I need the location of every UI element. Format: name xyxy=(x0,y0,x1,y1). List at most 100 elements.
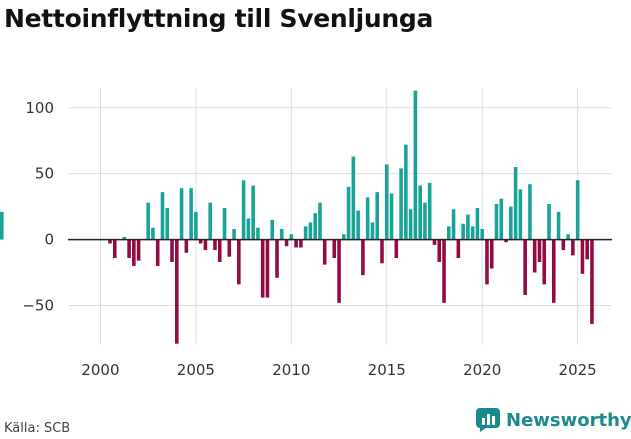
bar xyxy=(432,239,437,245)
bar xyxy=(528,184,532,240)
bar xyxy=(284,239,289,247)
bar xyxy=(480,229,484,240)
bar xyxy=(442,239,446,303)
bar xyxy=(580,239,585,274)
source-note: Källa: SCB xyxy=(4,421,71,436)
bar xyxy=(470,226,475,240)
y-tick-label: 100 xyxy=(25,99,54,117)
bar-chart: 100 50 0 −50 2000 2005 2010 2015 2020 2025 xyxy=(0,88,612,379)
bar xyxy=(165,207,170,240)
bar xyxy=(423,202,427,240)
bar xyxy=(399,168,403,240)
bar xyxy=(532,239,537,273)
bar xyxy=(303,226,308,240)
bar xyxy=(437,239,442,262)
bar xyxy=(566,234,570,240)
bar xyxy=(198,239,203,244)
bar xyxy=(466,214,470,240)
bar xyxy=(108,239,112,244)
bar xyxy=(451,209,456,240)
bar xyxy=(217,239,222,262)
bar xyxy=(404,144,408,240)
bar xyxy=(313,213,317,240)
bar xyxy=(575,180,580,240)
bar xyxy=(356,210,360,240)
bar xyxy=(213,239,217,251)
bar xyxy=(590,239,594,324)
bar xyxy=(132,239,136,266)
bar xyxy=(237,239,241,285)
bar xyxy=(246,218,251,240)
bar xyxy=(189,188,193,240)
bar xyxy=(523,239,527,295)
bar xyxy=(208,202,212,240)
y-tick-label: 50 xyxy=(35,165,54,183)
bar xyxy=(504,239,508,243)
bar xyxy=(122,236,127,240)
bar xyxy=(389,193,394,240)
bar xyxy=(227,239,232,257)
bar xyxy=(547,203,551,240)
x-tick-label: 2010 xyxy=(272,361,310,379)
bar xyxy=(299,239,303,248)
bar xyxy=(294,239,298,248)
bar xyxy=(322,239,327,265)
brand-name: Newsworthy xyxy=(506,409,631,431)
brand-logo: Newsworthy xyxy=(476,408,631,432)
bar xyxy=(332,239,337,259)
bar xyxy=(203,239,208,251)
y-tick-label: 0 xyxy=(44,231,54,249)
chart-title: Nettoinflyttning till Svenljunga xyxy=(4,4,434,33)
bar xyxy=(361,239,365,276)
bar xyxy=(0,211,4,240)
bar xyxy=(427,182,432,240)
bar xyxy=(585,239,589,260)
bar xyxy=(155,239,160,266)
x-tick-label: 2015 xyxy=(368,361,406,379)
bar xyxy=(170,239,174,262)
bar xyxy=(475,207,480,240)
bar xyxy=(232,229,236,240)
bar xyxy=(308,222,313,240)
bar xyxy=(346,186,351,240)
bar xyxy=(571,239,575,256)
bar xyxy=(509,206,513,240)
bar xyxy=(136,239,141,261)
bar xyxy=(241,180,246,240)
bar xyxy=(146,202,150,240)
x-tick-label: 2005 xyxy=(177,361,215,379)
bar xyxy=(380,239,384,264)
bar xyxy=(270,219,275,240)
bar xyxy=(194,211,198,240)
bar xyxy=(112,239,117,259)
bar xyxy=(551,239,556,303)
x-tick-label: 2020 xyxy=(463,361,501,379)
y-tick-label: −50 xyxy=(22,296,54,314)
bar xyxy=(499,198,504,240)
bar xyxy=(561,239,566,251)
bar xyxy=(408,209,413,240)
bar xyxy=(447,226,451,240)
bar xyxy=(318,202,322,240)
bar xyxy=(542,239,547,285)
bar xyxy=(513,167,518,240)
bar xyxy=(461,223,465,240)
bar xyxy=(456,239,461,259)
bar xyxy=(365,197,370,240)
bar xyxy=(151,227,155,240)
bar xyxy=(222,207,227,240)
bar xyxy=(537,239,542,262)
bar xyxy=(518,189,523,240)
bar xyxy=(279,229,284,240)
bar xyxy=(256,227,260,240)
bar xyxy=(413,90,418,240)
bar xyxy=(184,239,189,253)
bar xyxy=(265,239,270,298)
bar xyxy=(351,156,356,240)
x-tick-label: 2000 xyxy=(81,361,119,379)
bar xyxy=(394,239,399,259)
bar xyxy=(337,239,341,303)
bar xyxy=(179,188,184,240)
bar xyxy=(160,192,165,240)
bar xyxy=(289,234,294,240)
